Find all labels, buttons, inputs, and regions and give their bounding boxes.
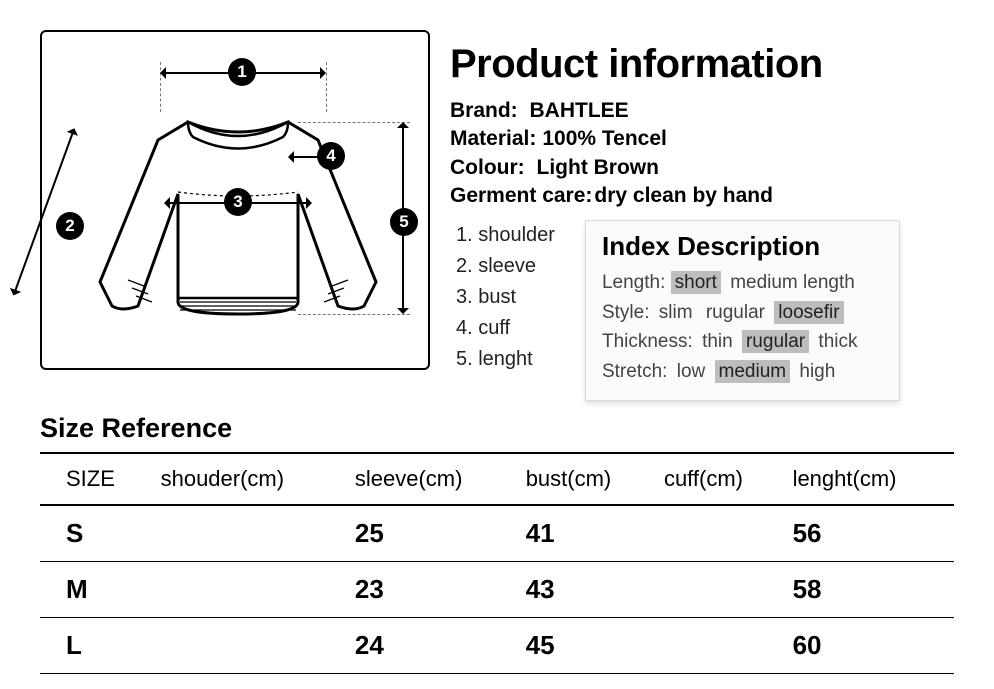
table-cell: L <box>40 618 157 674</box>
badge-4: 4 <box>317 142 345 170</box>
index-option: slim <box>655 301 697 324</box>
table-cell: 41 <box>522 505 660 562</box>
table-cell: 56 <box>789 505 954 562</box>
table-cell: 23 <box>351 562 522 618</box>
table-cell: 25 <box>351 505 522 562</box>
table-header: lenght(cm) <box>789 453 954 505</box>
index-style: Style: slim rugular loosefir <box>602 298 883 327</box>
table-row: S 2541 56 <box>40 505 954 562</box>
index-option: loosefir <box>774 301 843 324</box>
table-cell: M <box>40 562 157 618</box>
index-option: thick <box>814 330 861 353</box>
size-table: SIZEshouder(cm)sleeve(cm)bust(cm)cuff(cm… <box>40 452 954 674</box>
table-header: bust(cm) <box>522 453 660 505</box>
legend-sleeve: 2. sleeve <box>456 251 555 282</box>
table-header: SIZE <box>40 453 157 505</box>
table-cell: 43 <box>522 562 660 618</box>
index-option: rugular <box>742 330 809 353</box>
table-cell <box>157 562 351 618</box>
table-cell <box>157 618 351 674</box>
meta-material: Material:100% Tencel <box>450 125 954 153</box>
index-title: Index Description <box>602 231 883 262</box>
legend-length: 5. lenght <box>456 344 555 375</box>
legend-cuff: 4. cuff <box>456 313 555 344</box>
table-cell <box>660 562 789 618</box>
product-title: Product information <box>450 42 954 87</box>
badge-2: 2 <box>56 212 84 240</box>
table-row: M 2343 58 <box>40 562 954 618</box>
index-option: thin <box>698 330 737 353</box>
meta-care: Germent care:dry clean by hand <box>450 182 954 210</box>
table-cell: 24 <box>351 618 522 674</box>
table-cell: 45 <box>522 618 660 674</box>
table-cell: S <box>40 505 157 562</box>
garment-diagram: 1 2 3 4 5 <box>40 30 430 370</box>
size-reference-title: Size Reference <box>40 413 954 444</box>
index-length: Length: short medium length <box>602 268 883 297</box>
badge-1: 1 <box>228 58 256 86</box>
table-header: shouder(cm) <box>157 453 351 505</box>
index-stretch: Stretch: low medium high <box>602 357 883 386</box>
table-cell <box>660 618 789 674</box>
legend-bust: 3. bust <box>456 282 555 313</box>
index-option: low <box>673 360 710 383</box>
meta-colour: Colour: Light Brown <box>450 154 954 182</box>
index-option: short <box>671 271 721 294</box>
table-cell: 60 <box>789 618 954 674</box>
badge-5: 5 <box>390 208 418 236</box>
meta-brand: Brand: BAHTLEE <box>450 97 954 125</box>
sweater-outline <box>88 102 388 332</box>
table-row: L 2445 60 <box>40 618 954 674</box>
table-cell <box>157 505 351 562</box>
diagram-legend: 1. shoulder 2. sleeve 3. bust 4. cuff 5.… <box>450 220 555 401</box>
legend-shoulder: 1. shoulder <box>456 220 555 251</box>
index-thickness: Thickness: thin rugular thick <box>602 327 883 356</box>
badge-3: 3 <box>224 188 252 216</box>
table-header: cuff(cm) <box>660 453 789 505</box>
product-info: Product information Brand: BAHTLEE Mater… <box>450 30 954 401</box>
index-option: medium length <box>726 271 859 294</box>
table-cell: 58 <box>789 562 954 618</box>
table-cell <box>660 505 789 562</box>
index-description-box: Index Description Length: short medium l… <box>585 220 900 401</box>
index-option: rugular <box>702 301 769 324</box>
table-header: sleeve(cm) <box>351 453 522 505</box>
index-option: medium <box>715 360 791 383</box>
index-option: high <box>795 360 839 383</box>
